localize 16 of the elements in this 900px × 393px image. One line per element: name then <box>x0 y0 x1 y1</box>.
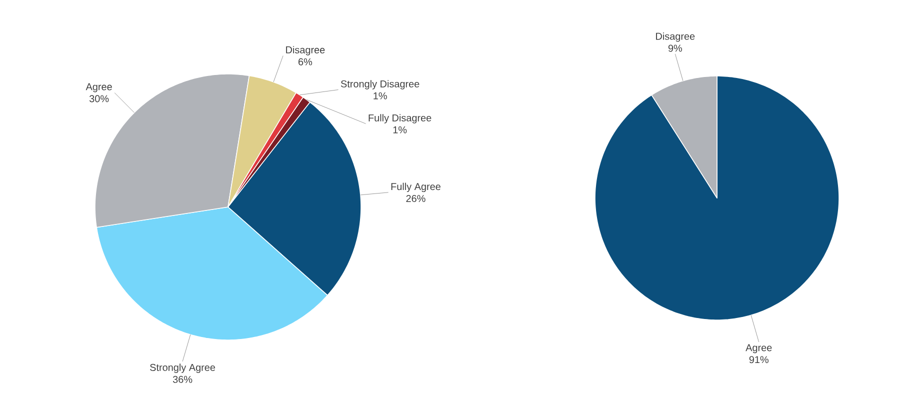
data-label: 26% <box>406 194 426 202</box>
slice-label: Strongly Agree <box>150 364 216 373</box>
data-label: 9% <box>668 44 682 52</box>
slice-label: Fully Disagree <box>368 114 432 124</box>
slice-label: Fully Agree <box>391 182 440 192</box>
data-label: 91% <box>749 356 768 364</box>
data-label: 1% <box>393 126 407 134</box>
data-label: 36% <box>172 376 192 383</box>
slice-label: Agree <box>746 344 772 354</box>
data-label: 6% <box>298 58 312 66</box>
slice-label: Strongly Disagree <box>340 80 420 90</box>
slice-label: Disagree <box>286 46 325 56</box>
data-label: 30% <box>89 95 109 102</box>
data-label: 1% <box>374 92 387 100</box>
slice-label: Disagree <box>656 32 695 42</box>
slice-label: Agree <box>86 83 112 92</box>
